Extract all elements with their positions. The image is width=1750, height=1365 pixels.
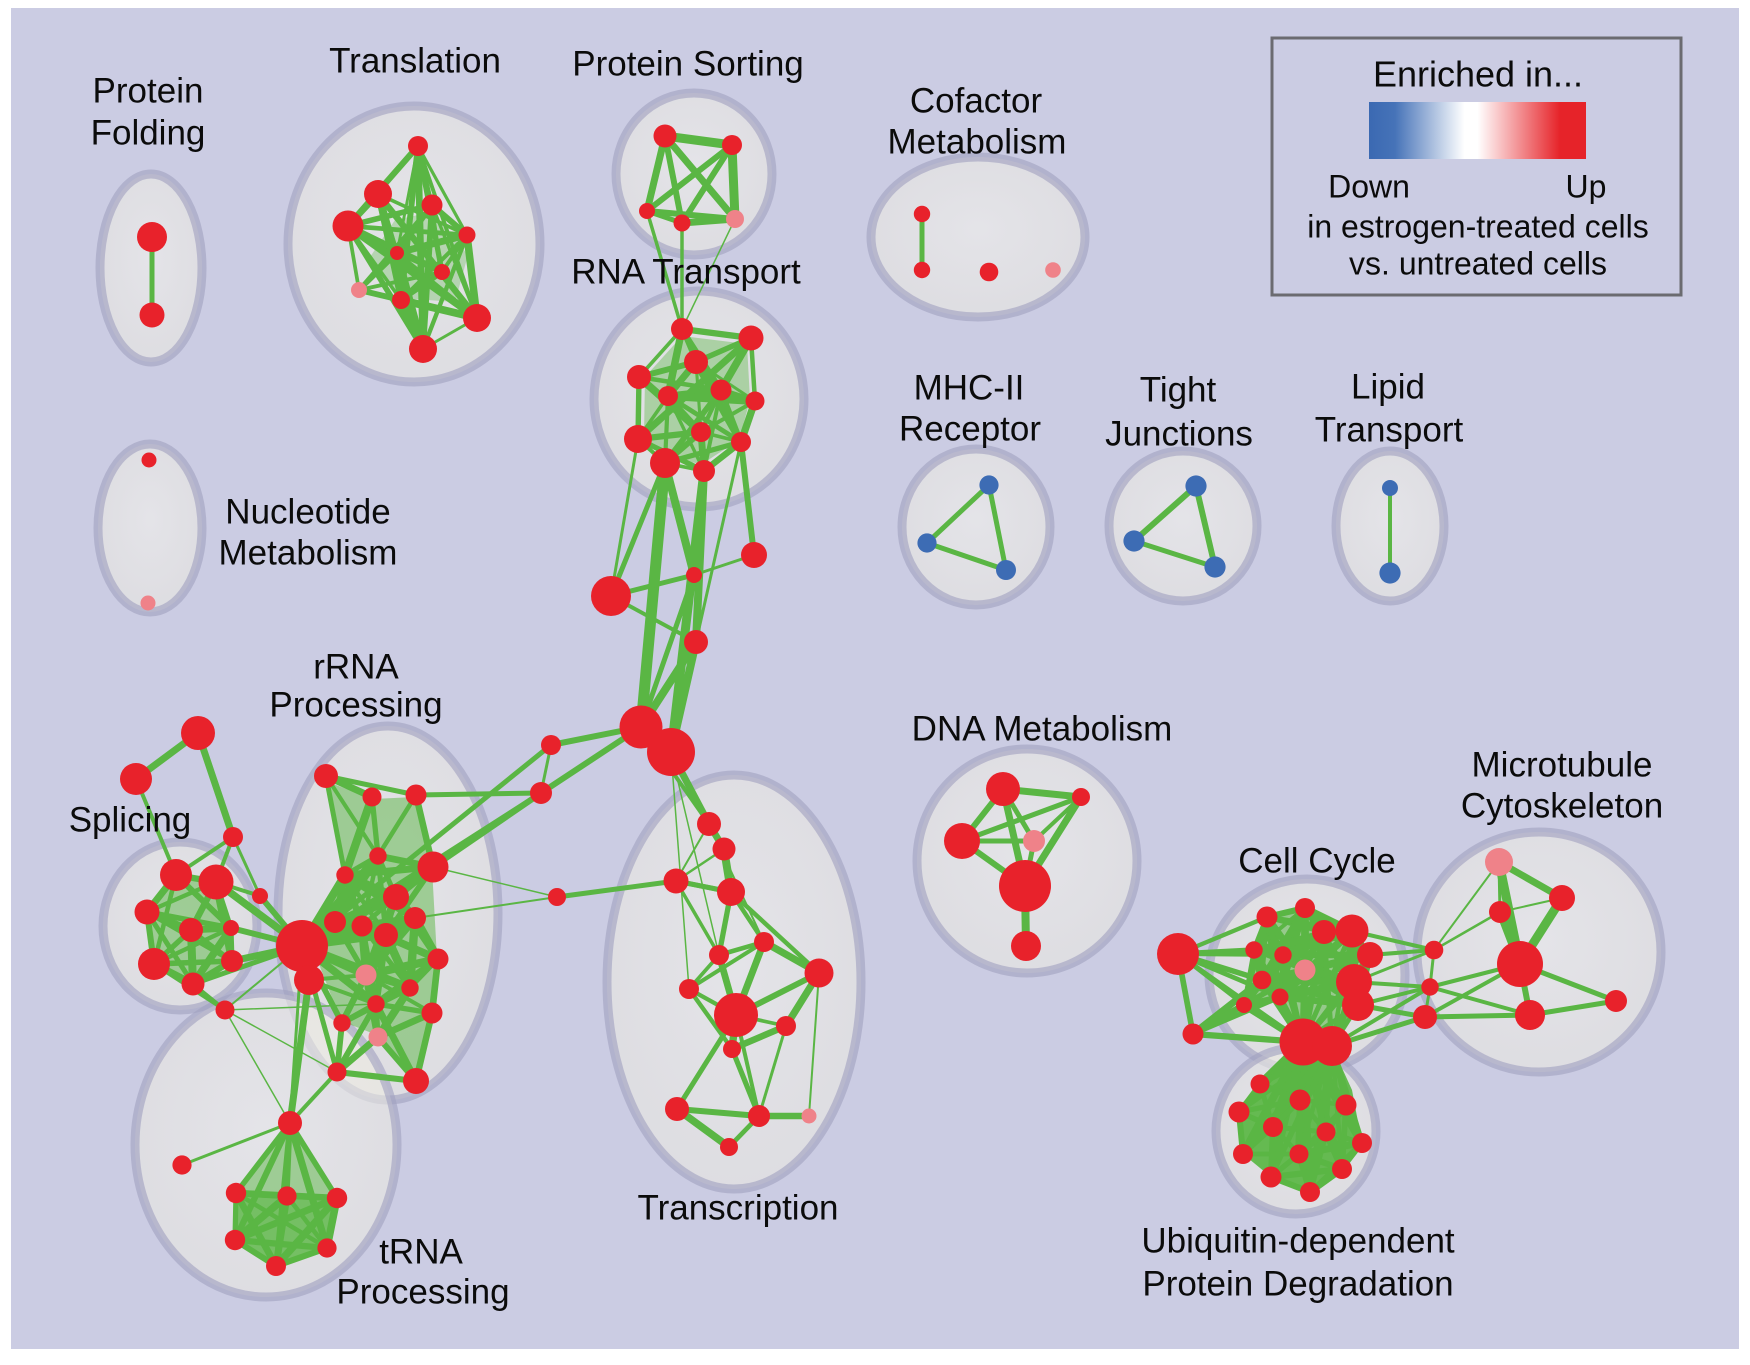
svg-text:vs. untreated cells: vs. untreated cells (1349, 245, 1607, 281)
svg-text:Protein Sorting: Protein Sorting (572, 44, 804, 83)
svg-text:Folding: Folding (91, 113, 206, 152)
svg-text:in estrogen-treated cells: in estrogen-treated cells (1307, 208, 1649, 244)
svg-text:Transcription: Transcription (638, 1188, 839, 1227)
svg-text:Metabolism: Metabolism (219, 533, 398, 572)
svg-text:Lipid: Lipid (1351, 367, 1425, 406)
svg-text:Splicing: Splicing (69, 800, 192, 839)
svg-text:Ubiquitin-dependent: Ubiquitin-dependent (1141, 1221, 1455, 1260)
svg-text:RNA Transport: RNA Transport (571, 252, 801, 291)
svg-text:Processing: Processing (336, 1272, 509, 1311)
svg-text:rRNA: rRNA (313, 647, 399, 686)
svg-text:Enriched in...: Enriched in... (1373, 54, 1583, 95)
svg-text:Junctions: Junctions (1105, 414, 1253, 453)
svg-text:MHC-II: MHC-II (914, 368, 1025, 407)
svg-text:Cytoskeleton: Cytoskeleton (1461, 786, 1663, 825)
svg-text:Cell Cycle: Cell Cycle (1238, 841, 1396, 880)
svg-text:Protein: Protein (93, 71, 204, 110)
svg-text:Down: Down (1328, 168, 1410, 204)
svg-text:Processing: Processing (269, 685, 442, 724)
svg-text:Nucleotide: Nucleotide (225, 492, 390, 531)
svg-text:Metabolism: Metabolism (888, 122, 1067, 161)
svg-text:Tight: Tight (1140, 370, 1217, 409)
svg-text:Translation: Translation (329, 41, 501, 80)
svg-text:Receptor: Receptor (899, 409, 1041, 448)
svg-text:Transport: Transport (1315, 410, 1464, 449)
svg-text:DNA Metabolism: DNA Metabolism (912, 709, 1173, 748)
svg-text:Up: Up (1566, 168, 1607, 204)
svg-text:tRNA: tRNA (379, 1232, 463, 1271)
svg-text:Cofactor: Cofactor (910, 81, 1043, 120)
svg-text:Microtubule: Microtubule (1472, 745, 1653, 784)
svg-text:Protein Degradation: Protein Degradation (1142, 1264, 1453, 1303)
